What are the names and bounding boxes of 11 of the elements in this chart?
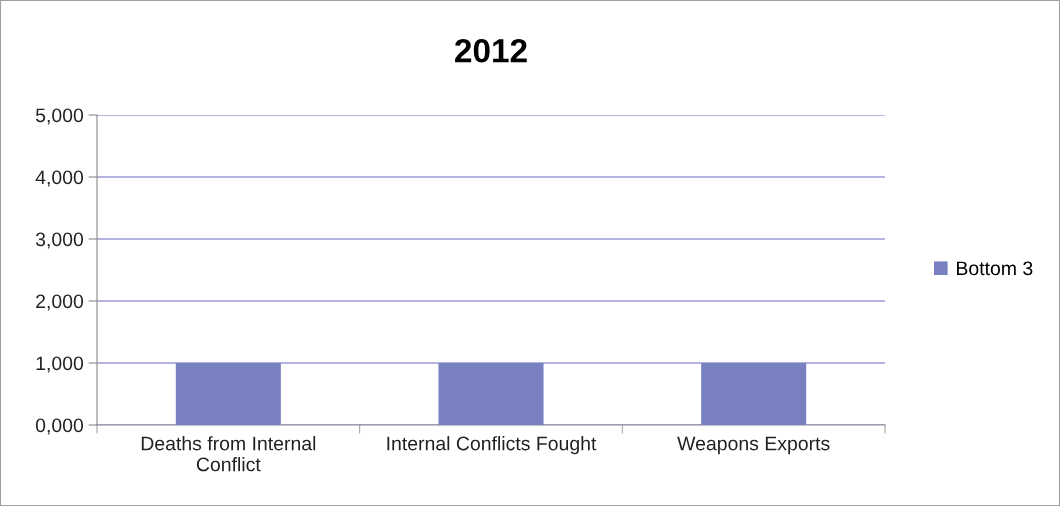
chart-title: 2012 <box>455 38 527 63</box>
x-tick-label: Deaths from Internal Conflict <box>141 436 316 472</box>
y-tick-label: 1,000 <box>36 356 84 373</box>
x-tick-label: Internal Conflicts Fought <box>387 436 597 455</box>
y-tick-label: 0,000 <box>35 418 84 435</box>
y-tick-label: 2,000 <box>36 294 84 311</box>
legend-label: Bottom 3 <box>957 261 1033 276</box>
y-tick-label: 5,000 <box>35 108 84 125</box>
y-tick-label: 4,000 <box>35 170 84 187</box>
x-tick-label: Weapons Exports <box>677 436 830 455</box>
y-tick-label: 3,000 <box>35 232 84 249</box>
